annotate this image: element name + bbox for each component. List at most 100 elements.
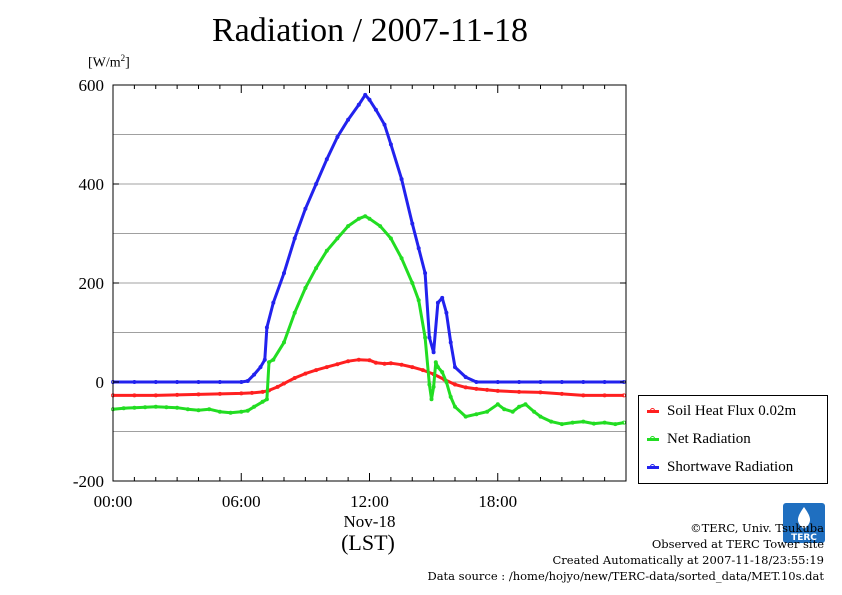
data-point-net-radiation: [433, 360, 438, 365]
data-point-shortwave-radiation: [581, 379, 586, 384]
data-point-soil-heat-flux-0-02m: [382, 361, 387, 366]
data-point-net-radiation: [613, 422, 618, 427]
data-point-net-radiation: [427, 382, 432, 387]
legend-item-net-radiation: Net Radiation: [647, 429, 751, 449]
data-point-shortwave-radiation: [463, 375, 468, 380]
data-point-shortwave-radiation: [382, 122, 387, 127]
data-point-net-radiation: [559, 422, 564, 427]
y-unit-close: ]: [125, 55, 130, 71]
data-point-net-radiation: [324, 248, 329, 253]
data-point-shortwave-radiation: [281, 271, 286, 276]
x-tick-label: 18:00: [478, 492, 517, 511]
data-point-net-radiation: [410, 280, 415, 285]
grid-layer: [113, 134, 626, 432]
data-point-shortwave-radiation: [363, 92, 368, 97]
data-point-soil-heat-flux-0-02m: [335, 362, 340, 367]
data-point-net-radiation: [196, 408, 201, 413]
data-point-net-radiation: [346, 224, 351, 229]
data-point-net-radiation: [260, 399, 265, 404]
data-point-shortwave-radiation: [264, 325, 269, 330]
data-point-net-radiation: [485, 409, 490, 414]
data-point-soil-heat-flux-0-02m: [463, 385, 468, 390]
data-point-net-radiation: [510, 409, 515, 414]
data-point-soil-heat-flux-0-02m: [538, 390, 543, 395]
data-point-shortwave-radiation: [440, 295, 445, 300]
data-point-net-radiation: [549, 419, 554, 424]
data-point-net-radiation: [143, 405, 148, 410]
data-point-net-radiation: [495, 402, 500, 407]
data-point-net-radiation: [440, 370, 445, 375]
data-point-net-radiation: [378, 224, 383, 229]
data-point-net-radiation: [517, 404, 522, 409]
data-point-shortwave-radiation: [324, 157, 329, 162]
data-point-shortwave-radiation: [252, 372, 257, 377]
data-point-net-radiation: [252, 404, 257, 409]
legend-swatch-shortwave-radiation: [647, 463, 659, 469]
data-point-net-radiation: [444, 379, 449, 384]
data-point-net-radiation: [266, 360, 271, 365]
data-point-shortwave-radiation: [444, 310, 449, 315]
data-point-soil-heat-flux-0-02m: [153, 393, 158, 398]
data-point-net-radiation: [399, 256, 404, 261]
data-point-net-radiation: [207, 407, 212, 412]
terc-logo: TERC: [783, 503, 825, 543]
y-tick-label: 600: [79, 76, 105, 95]
data-point-net-radiation: [452, 404, 457, 409]
data-point-soil-heat-flux-0-02m: [324, 365, 329, 370]
data-point-soil-heat-flux-0-02m: [388, 361, 393, 366]
y-tick-label: 0: [96, 373, 105, 392]
data-point-soil-heat-flux-0-02m: [132, 393, 137, 398]
data-point-shortwave-radiation: [423, 271, 428, 276]
x-tick-label: 12:00: [350, 492, 389, 511]
data-point-soil-heat-flux-0-02m: [281, 381, 286, 386]
data-point-soil-heat-flux-0-02m: [249, 390, 254, 395]
data-point-soil-heat-flux-0-02m: [602, 393, 607, 398]
data-point-net-radiation: [602, 420, 607, 425]
data-point-net-radiation: [532, 409, 537, 414]
data-point-net-radiation: [423, 335, 428, 340]
x-tick-label: 00:00: [94, 492, 133, 511]
legend-item-soil-heat-flux: Soil Heat Flux 0.02m: [647, 401, 796, 421]
data-point-net-radiation: [570, 420, 575, 425]
data-point-net-radiation: [474, 412, 479, 417]
data-point-net-radiation: [448, 394, 453, 399]
data-point-shortwave-radiation: [452, 365, 457, 370]
data-point-shortwave-radiation: [602, 379, 607, 384]
data-point-net-radiation: [281, 340, 286, 345]
data-point-net-radiation: [523, 402, 528, 407]
data-point-shortwave-radiation: [399, 177, 404, 182]
series-line-soil-heat-flux-0-02m: [113, 358, 624, 397]
data-point-soil-heat-flux-0-02m: [452, 382, 457, 387]
legend: Soil Heat Flux 0.02m Net Radiation Short…: [638, 395, 828, 484]
data-point-soil-heat-flux-0-02m: [314, 368, 319, 373]
series-line-shortwave-radiation: [113, 93, 624, 384]
data-point-soil-heat-flux-0-02m: [495, 388, 500, 393]
logo-drop-icon: [797, 507, 811, 529]
data-point-net-radiation: [429, 397, 434, 402]
y-tick-label: 400: [79, 175, 105, 194]
data-point-shortwave-radiation: [427, 335, 432, 340]
data-point-soil-heat-flux-0-02m: [196, 392, 201, 397]
data-point-shortwave-radiation: [367, 97, 372, 102]
data-point-net-radiation: [271, 357, 276, 362]
data-point-shortwave-radiation: [356, 102, 361, 107]
data-point-shortwave-radiation: [217, 379, 222, 384]
data-point-net-radiation: [463, 414, 468, 419]
data-point-net-radiation: [314, 266, 319, 271]
data-point-net-radiation: [175, 405, 180, 410]
data-point-net-radiation: [388, 236, 393, 241]
data-point-soil-heat-flux-0-02m: [410, 365, 415, 370]
data-point-shortwave-radiation: [474, 379, 479, 384]
data-point-shortwave-radiation: [245, 378, 250, 383]
data-point-soil-heat-flux-0-02m: [175, 392, 180, 397]
data-point-net-radiation: [431, 384, 436, 389]
data-point-soil-heat-flux-0-02m: [346, 359, 351, 364]
data-point-net-radiation: [416, 298, 421, 303]
data-point-soil-heat-flux-0-02m: [517, 389, 522, 394]
data-point-shortwave-radiation: [495, 379, 500, 384]
legend-swatch-net-radiation: [647, 435, 659, 441]
data-point-net-radiation: [132, 405, 137, 410]
data-point-shortwave-radiation: [303, 206, 308, 211]
data-point-net-radiation: [292, 310, 297, 315]
